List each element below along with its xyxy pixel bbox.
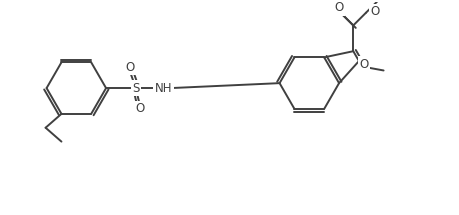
Text: O: O [125,61,134,74]
Text: O: O [370,5,379,18]
Text: S: S [132,82,139,95]
Text: NH: NH [155,82,172,95]
Text: O: O [358,57,368,71]
Text: O: O [333,1,342,14]
Text: O: O [135,102,144,115]
